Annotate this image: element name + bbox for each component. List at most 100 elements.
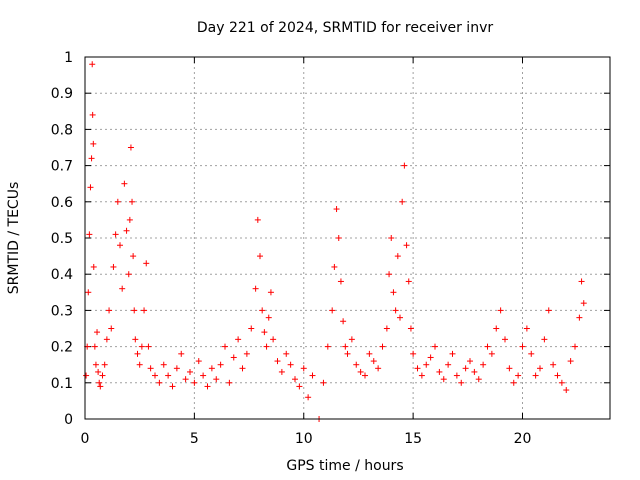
data-point <box>440 376 447 383</box>
y-tick-label: 0.8 <box>51 122 73 138</box>
data-point <box>126 216 133 223</box>
data-point <box>152 372 158 379</box>
data-point <box>362 372 368 379</box>
data-point <box>123 227 130 234</box>
data-point <box>453 372 460 379</box>
data-point <box>342 343 349 350</box>
data-point <box>296 383 303 390</box>
data-point <box>502 336 508 343</box>
data-point <box>331 263 338 270</box>
gridlines <box>85 57 610 419</box>
data-point <box>160 361 167 368</box>
data-point <box>532 372 539 379</box>
data-point <box>397 314 403 321</box>
data-point <box>488 350 495 357</box>
data-point <box>563 387 570 394</box>
data-point <box>523 325 530 332</box>
data-point <box>103 336 110 343</box>
x-tick-label: 5 <box>190 431 199 447</box>
data-point <box>545 307 552 314</box>
data-point <box>407 325 414 332</box>
data-point <box>187 368 193 375</box>
data-point <box>106 307 113 314</box>
data-point <box>567 358 574 365</box>
data-point <box>90 263 97 270</box>
data-point <box>88 155 95 162</box>
data-point <box>259 307 266 314</box>
data-point <box>129 198 136 205</box>
data-point <box>580 300 587 307</box>
data-point <box>403 242 410 249</box>
data-point <box>85 289 92 296</box>
data-point <box>87 184 94 191</box>
data-point <box>274 358 281 365</box>
x-tick-labels: 0 5 10 15 20 <box>81 431 532 447</box>
data-point <box>432 343 438 350</box>
data-point <box>484 343 491 350</box>
data-point <box>270 336 277 343</box>
data-point <box>537 365 543 372</box>
x-tick-label: 10 <box>295 431 313 447</box>
data-point <box>95 368 102 375</box>
data-point <box>506 365 513 372</box>
data-point <box>386 271 393 278</box>
data-point <box>388 235 395 241</box>
data-point <box>195 358 202 365</box>
data-point <box>89 111 96 118</box>
data-point <box>366 350 373 357</box>
data-point <box>235 336 242 343</box>
data-point <box>182 376 189 383</box>
y-tick-label: 0.2 <box>51 340 73 356</box>
data-point <box>309 372 316 379</box>
data-point <box>423 361 430 368</box>
y-tick-label: 0.3 <box>51 303 73 319</box>
data-point <box>458 379 465 386</box>
data-point <box>410 350 417 357</box>
data-point <box>248 325 255 332</box>
data-point <box>252 285 259 292</box>
data-point <box>287 361 294 368</box>
data-point <box>399 198 406 205</box>
data-point <box>108 325 115 332</box>
data-point <box>97 383 104 390</box>
data-point <box>375 365 382 372</box>
data-point <box>467 358 473 365</box>
y-tick-label: 0.1 <box>51 376 73 392</box>
data-point <box>119 285 126 292</box>
chart-title: Day 221 of 2024, SRMTID for receiver inv… <box>197 20 493 36</box>
y-tick-label: 0.5 <box>51 231 73 247</box>
data-point <box>94 329 101 336</box>
data-point <box>337 278 344 285</box>
data-point <box>541 336 548 343</box>
y-tick-label: 0 <box>64 412 73 428</box>
data-point <box>340 318 347 325</box>
data-point <box>127 144 134 151</box>
data-point <box>132 336 139 343</box>
data-point <box>261 329 268 336</box>
data-point <box>436 368 443 375</box>
data-point <box>243 350 250 357</box>
data-point <box>213 376 220 383</box>
data-point <box>558 379 565 386</box>
data-point <box>475 376 482 383</box>
data-point <box>462 365 469 372</box>
data-point <box>230 354 237 361</box>
data-point <box>414 365 421 372</box>
y-tick-label: 0.7 <box>51 159 73 175</box>
data-point <box>578 278 585 285</box>
data-point <box>165 372 172 379</box>
data-point <box>173 365 180 372</box>
data-point <box>515 372 522 379</box>
data-point <box>99 372 106 379</box>
data-point <box>550 361 557 368</box>
data-point <box>136 361 143 368</box>
data-point <box>510 379 517 386</box>
data-point <box>300 365 307 372</box>
data-point <box>305 394 312 401</box>
data-point <box>217 361 224 368</box>
data-point <box>335 235 342 241</box>
data-point <box>92 361 99 368</box>
data-point <box>493 325 500 332</box>
y-tick-label: 0.9 <box>51 86 73 102</box>
